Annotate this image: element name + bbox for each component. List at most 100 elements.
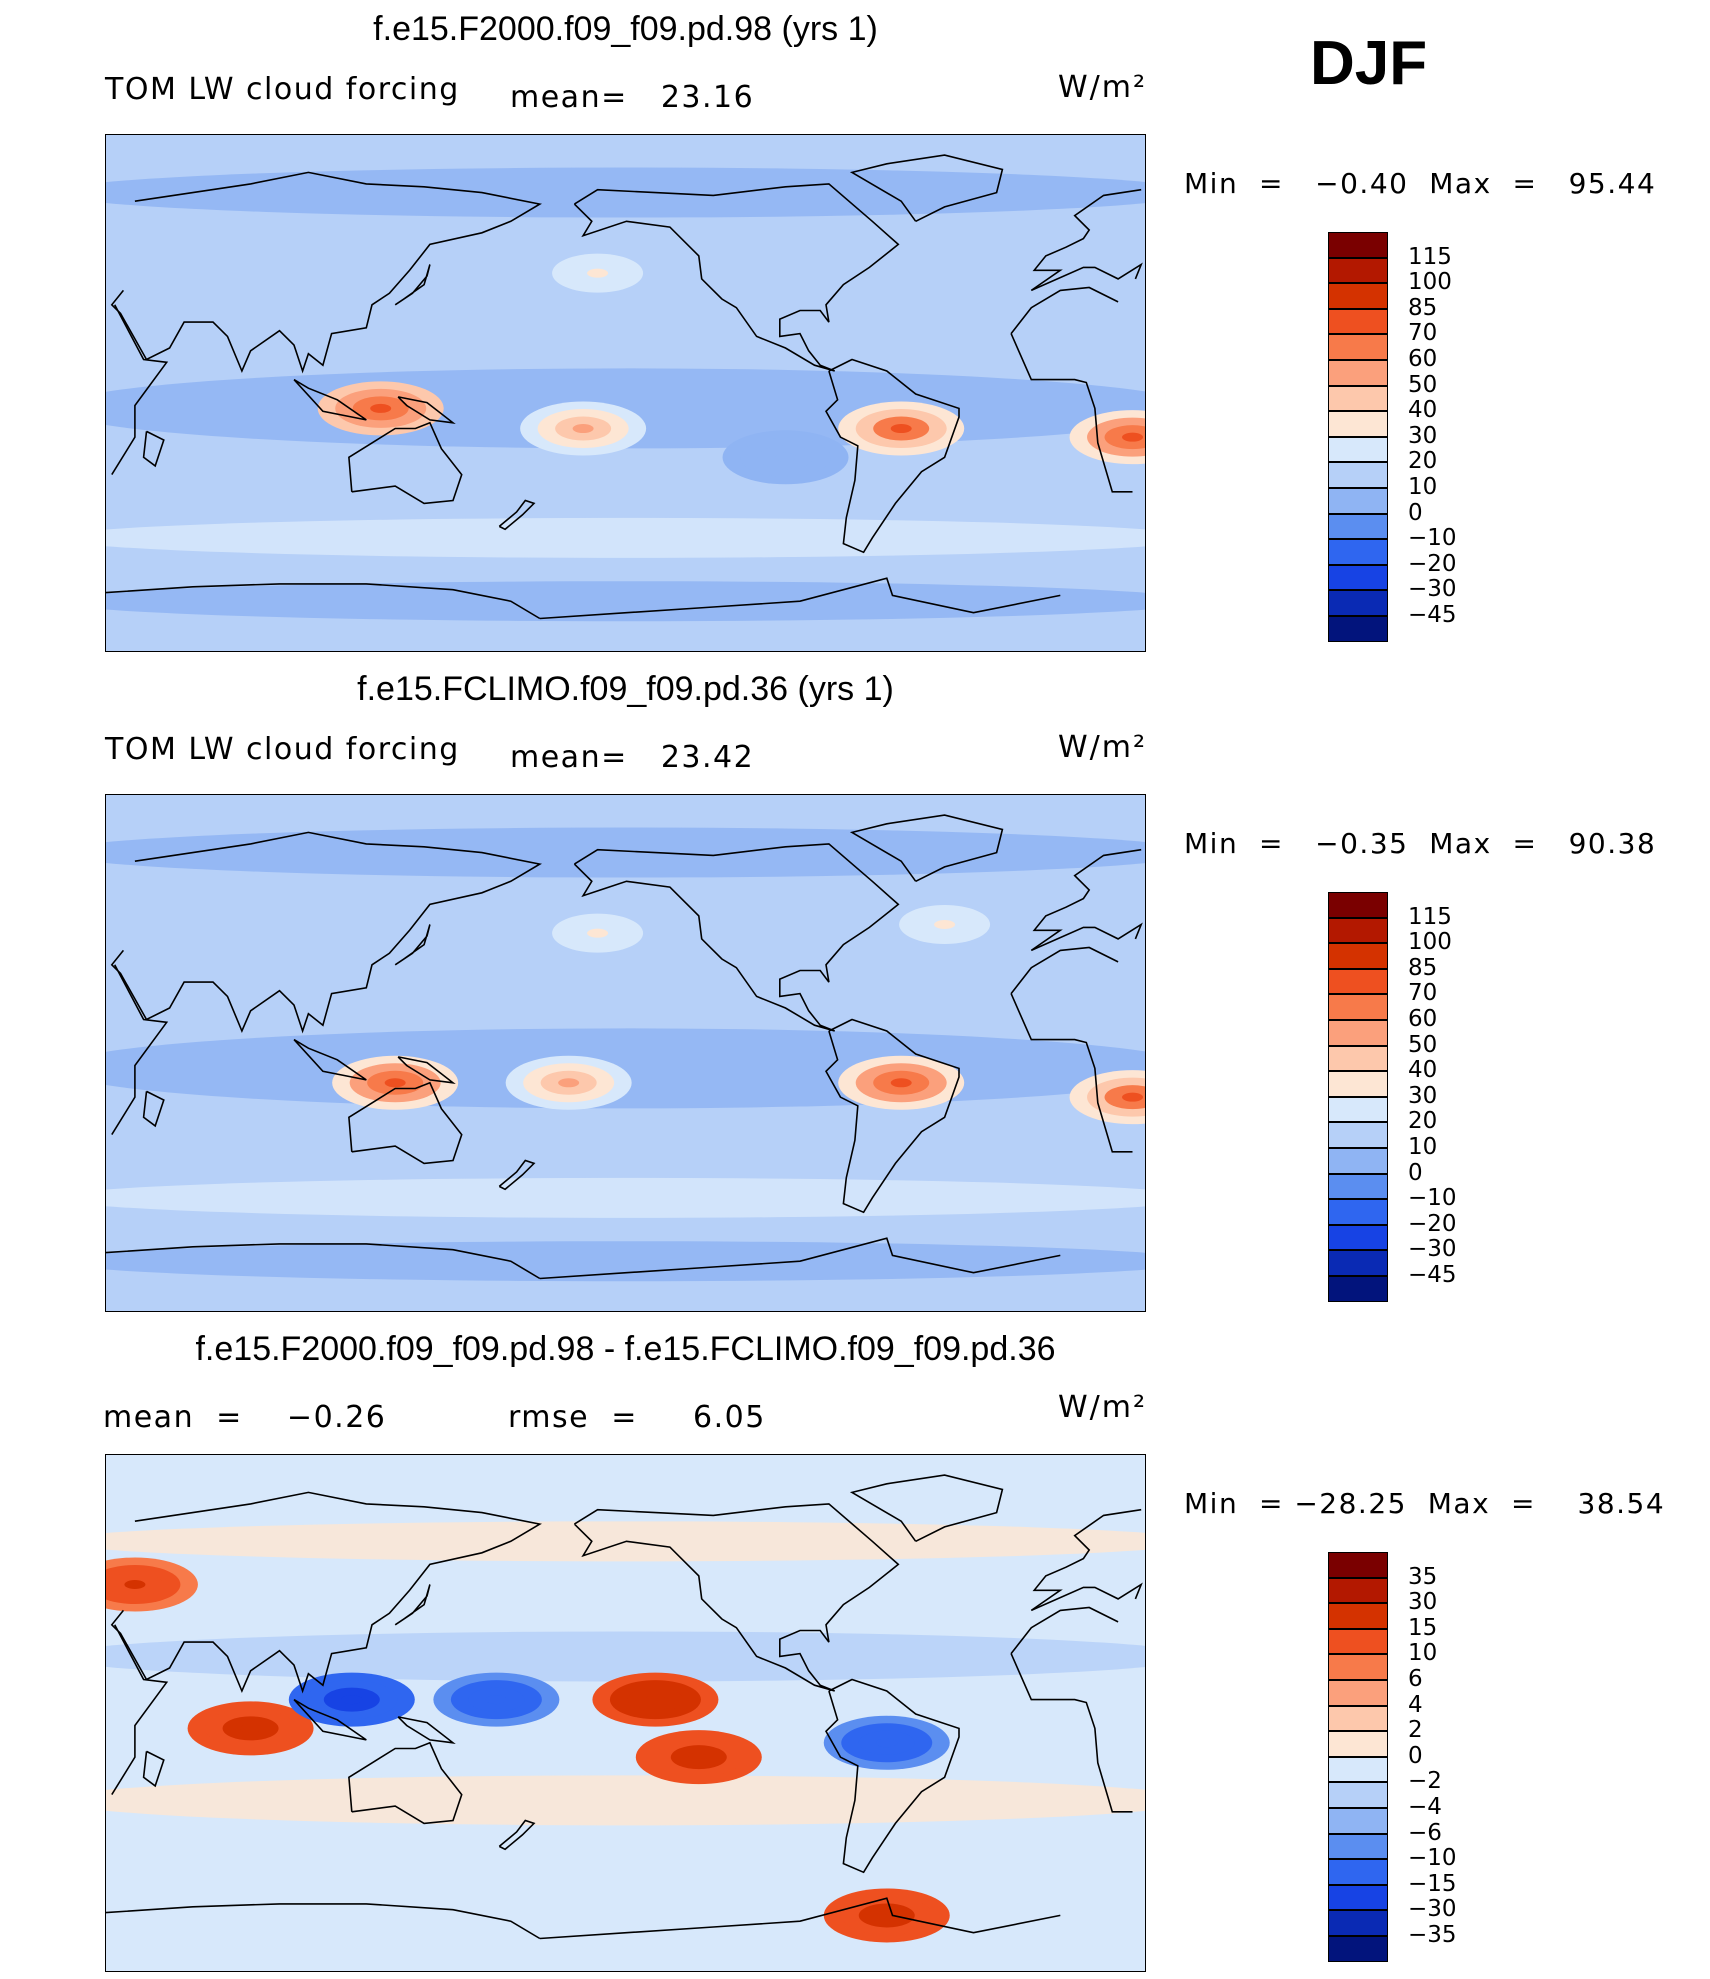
colorbar-label: 20 xyxy=(1408,448,1438,475)
map-field-contour xyxy=(240,1723,262,1733)
map-field-contour xyxy=(485,1695,507,1705)
colorbar-label: 35 xyxy=(1408,1563,1438,1590)
colorbar-label: 100 xyxy=(1408,269,1452,296)
map-coastline xyxy=(348,421,463,505)
colorbar-swatch xyxy=(1328,968,1388,995)
colorbar-swatch xyxy=(1328,360,1388,386)
map-field-region xyxy=(534,906,661,961)
map-coastline xyxy=(1010,1653,1133,1813)
colorbar-swatch xyxy=(1328,1680,1388,1706)
colorbar-swatch xyxy=(1328,1936,1388,1962)
panel-2-variable-label: TOM LW cloud forcing xyxy=(105,732,460,767)
map-coastline xyxy=(106,1243,541,1280)
map-coastline xyxy=(111,304,169,476)
panel-1-map-plot xyxy=(106,135,1145,651)
panel-2-minmax: Min = −0.35 Max = 90.38 xyxy=(1184,827,1657,860)
colorbar-label: 10 xyxy=(1408,1640,1438,1667)
colorbar-swatch xyxy=(1328,590,1388,616)
colorbar-label: −45 xyxy=(1408,602,1457,628)
map-coastline xyxy=(111,1624,169,1796)
colorbar-swatch xyxy=(1328,1756,1388,1783)
colorbar-label: −4 xyxy=(1408,1794,1442,1820)
map-field-contour xyxy=(587,928,609,938)
colorbar-swatch xyxy=(1328,1122,1388,1148)
colorbar-swatch xyxy=(1328,917,1388,944)
colorbar-swatch xyxy=(1328,232,1388,258)
map-coastline xyxy=(539,577,1061,620)
map-field-band xyxy=(106,1241,1145,1282)
map-coastline xyxy=(394,264,431,306)
panel-2-colorbar: 115 100 85 70 60 50 40 30 20 10 0 −10 −20 −30 −45 xyxy=(1328,892,1457,1302)
map-field-contour xyxy=(688,1752,710,1762)
map-field-contour xyxy=(644,1695,666,1705)
colorbar-label: 100 xyxy=(1408,929,1452,956)
map-coastline xyxy=(573,843,900,1032)
map-coastline xyxy=(825,1018,960,1214)
panel-3-minmax: Min = −28.25 Max = 38.54 xyxy=(1184,1487,1666,1520)
colorbar-label: 2 xyxy=(1408,1717,1423,1744)
map-field-contour xyxy=(572,424,594,434)
panel-2-map xyxy=(105,794,1146,1312)
map-coastline xyxy=(573,183,900,372)
colorbar-swatch xyxy=(1328,1705,1388,1732)
map-field-contour xyxy=(890,1078,912,1088)
map-field-region xyxy=(823,1888,950,1943)
colorbar-swatch xyxy=(1328,1603,1388,1629)
colorbar-swatch xyxy=(1328,1628,1388,1655)
colorbar-swatch xyxy=(1328,1731,1388,1757)
colorbar-label: 85 xyxy=(1408,294,1438,321)
colorbar-swatch xyxy=(1328,1224,1388,1251)
map-field-region xyxy=(106,1557,198,1612)
map-field-contour xyxy=(370,403,392,413)
map-coastline xyxy=(142,1750,165,1788)
map-field-contour xyxy=(124,1580,146,1589)
map-coastline xyxy=(394,1584,431,1626)
panel-1-colorbar: 115 100 85 70 60 50 40 30 20 10 0 −10 −20 −30 −45 xyxy=(1328,232,1457,642)
colorbar-swatch xyxy=(1328,1552,1388,1578)
map-field-region xyxy=(433,1672,560,1727)
colorbar-swatch xyxy=(1328,1782,1388,1808)
map-coastline xyxy=(825,1678,960,1874)
colorbar-label: 6 xyxy=(1408,1666,1423,1692)
colorbar-swatch xyxy=(1328,1148,1388,1174)
map-coastline xyxy=(1030,188,1142,292)
map-field-band xyxy=(106,1177,1145,1218)
colorbar-label: −6 xyxy=(1408,1819,1442,1846)
colorbar-swatch xyxy=(1328,283,1388,309)
map-coastline xyxy=(142,1090,165,1128)
colorbar-swatch xyxy=(1328,411,1388,437)
colorbar-label: 0 xyxy=(1408,1159,1423,1186)
colorbar-label: 115 xyxy=(1408,903,1452,930)
map-coastline xyxy=(397,396,456,424)
colorbar-label: 115 xyxy=(1408,243,1452,270)
map-field-band xyxy=(106,1028,1145,1109)
colorbar-label: 70 xyxy=(1408,980,1438,1007)
colorbar-swatch xyxy=(1328,488,1388,514)
map-field-region xyxy=(635,1730,762,1785)
map-coastline xyxy=(110,831,543,1034)
map-field-band xyxy=(106,167,1145,218)
map-field-region xyxy=(823,1715,950,1770)
map-field-band xyxy=(106,581,1145,622)
colorbar-label: −20 xyxy=(1408,1210,1457,1237)
map-coastline xyxy=(849,1474,1004,1543)
panel-1-variable-label: TOM LW cloud forcing xyxy=(105,72,460,107)
map-coastline xyxy=(849,154,1004,223)
colorbar-label: 10 xyxy=(1408,474,1438,500)
map-field-region xyxy=(1069,1070,1145,1125)
panel-3-map xyxy=(105,1454,1146,1972)
map-field-contour xyxy=(558,1078,580,1088)
map-coastline xyxy=(397,1716,456,1744)
colorbar-label: 70 xyxy=(1408,320,1438,347)
map-coastline xyxy=(110,1491,543,1694)
colorbar-swatch xyxy=(1328,892,1388,918)
colorbar-swatch xyxy=(1328,257,1388,284)
colorbar-label: −10 xyxy=(1408,1845,1457,1872)
colorbar-swatch xyxy=(1328,539,1388,565)
colorbar-label: 60 xyxy=(1408,1006,1438,1032)
colorbar-swatch xyxy=(1328,1173,1388,1200)
colorbar-label: 30 xyxy=(1408,1082,1438,1109)
map-coastline xyxy=(111,964,169,1136)
map-field-contour xyxy=(1122,1092,1144,1102)
map-field-contour xyxy=(876,1738,898,1748)
